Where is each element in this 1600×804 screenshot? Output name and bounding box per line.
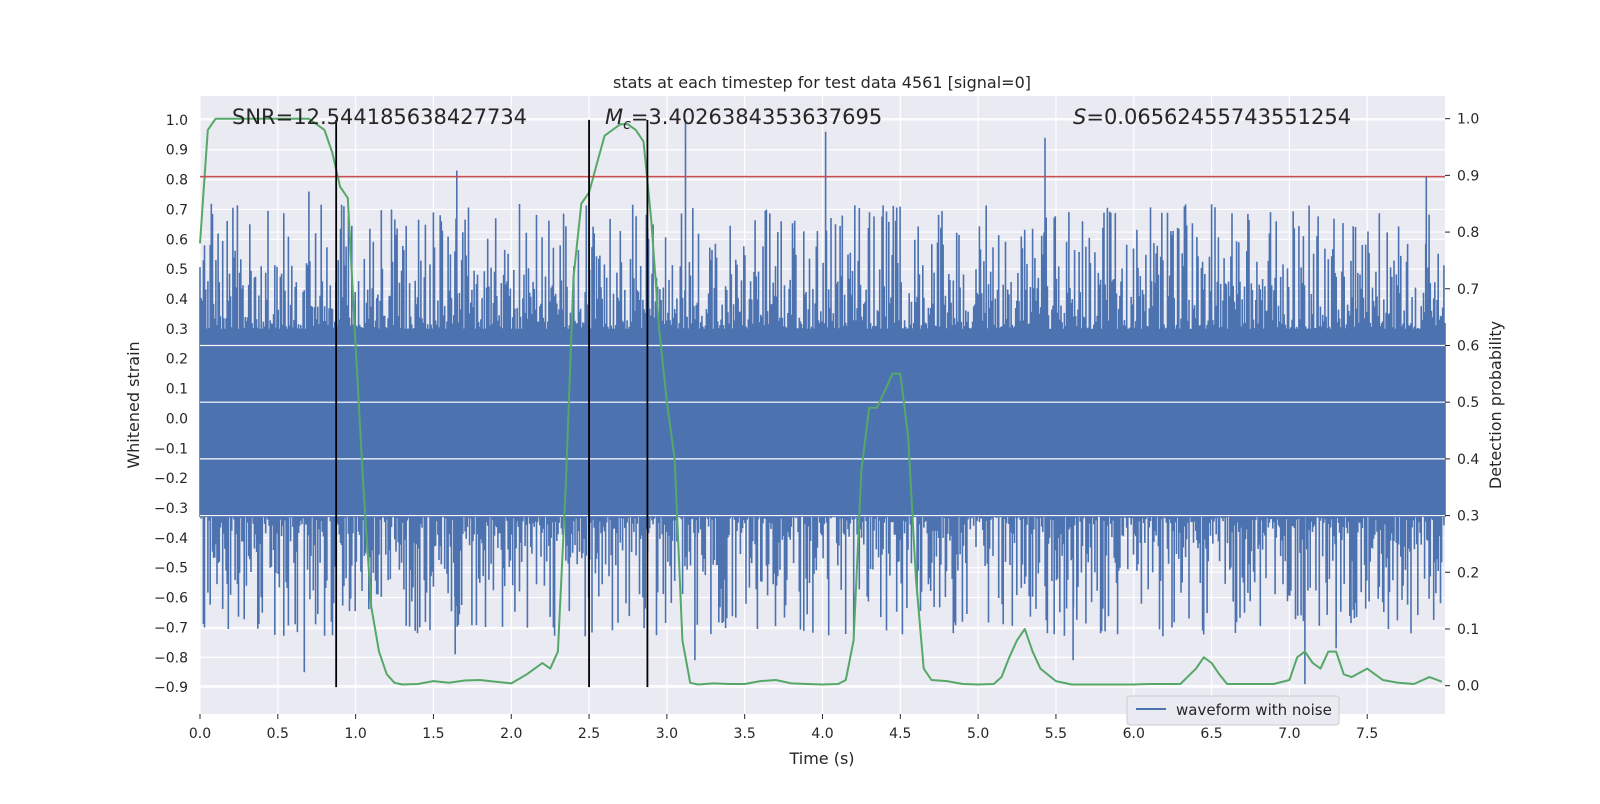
x-tick-label: 7.5 — [1356, 726, 1378, 742]
x-tick-label: 6.0 — [1123, 726, 1145, 742]
x-tick-label: 5.0 — [967, 726, 989, 742]
statistic-annotation: S=0.06562455743551254 — [1073, 105, 1351, 129]
y-right-tick-label: 0.1 — [1457, 622, 1479, 638]
chart-title: stats at each timestep for test data 456… — [613, 73, 1031, 92]
y-left-tick-label: 0.7 — [166, 202, 188, 218]
legend-frame — [1126, 695, 1340, 726]
y-right-tick-label: 0.8 — [1457, 225, 1479, 241]
x-tick-label: 1.5 — [422, 726, 444, 742]
chirp-mass-value: =3.4026384353637695 — [631, 105, 882, 129]
detection-probability-line — [199, 117, 1443, 686]
y-right-tick-label: 0.5 — [1457, 395, 1479, 411]
y-left-tick-label: −0.8 — [154, 650, 188, 666]
statistic-value: =0.06562455743551254 — [1086, 105, 1351, 129]
x-tick-label: 0.5 — [267, 726, 289, 742]
y-left-tick-label: 0.4 — [166, 292, 188, 308]
y-right-tick-label: 1.0 — [1457, 112, 1479, 128]
legend: waveform with noise — [1126, 695, 1340, 726]
y-left-tick-label: −0.3 — [154, 501, 188, 517]
chirp-mass-symbol: M — [605, 105, 623, 129]
y-right-tick-label: 0.7 — [1457, 282, 1479, 298]
x-tick-label: 7.0 — [1278, 726, 1300, 742]
x-tick-label: 1.0 — [344, 726, 366, 742]
y-axis-left-label: Whitened strain — [124, 341, 143, 468]
x-tick-label: 0.0 — [189, 726, 211, 742]
y-left-tick-label: −0.1 — [154, 441, 188, 457]
detection-probability-series — [199, 117, 1443, 686]
x-tick-label: 3.5 — [734, 726, 756, 742]
y-right-tick-label: 0.9 — [1457, 168, 1479, 184]
y-left-tick-label: −0.7 — [154, 620, 188, 636]
y-left-tick-label: 0.2 — [166, 352, 188, 368]
waveform-series — [199, 119, 1446, 685]
snr-annotation: SNR=12.544185638427734 — [232, 105, 527, 129]
y-left-tick-label: −0.5 — [154, 561, 188, 577]
y-right-tick-label: 0.2 — [1457, 565, 1479, 581]
x-tick-label: 3.0 — [656, 726, 678, 742]
y-left-tick-label: 0.3 — [166, 322, 188, 338]
y-right-tick-label: 0.4 — [1457, 452, 1479, 468]
y-left-tick-label: −0.4 — [154, 531, 188, 547]
y-axis-right-label: Detection probability — [1486, 321, 1505, 489]
y-left-tick-label: 0.5 — [166, 262, 188, 278]
axis-layer: 0.0 0.5 1.0 1.5 2.0 2.5 3.0 3.5 4.0 4.5 5.0 5.5 6.0 6… — [154, 112, 1479, 742]
y-left-tick-label: 0.8 — [166, 173, 188, 189]
x-tick-label: 6.5 — [1200, 726, 1222, 742]
x-tick-label: 4.5 — [889, 726, 911, 742]
y-left-tick-label: 0.9 — [166, 143, 188, 159]
legend-entry: waveform with noise — [1176, 701, 1332, 719]
x-tick-label: 5.5 — [1045, 726, 1067, 742]
y-left-tick-label: −0.6 — [154, 591, 188, 607]
x-tick-label: 4.0 — [811, 726, 833, 742]
y-right-tick-label: 0.3 — [1457, 509, 1479, 525]
chirp-mass-subscript: c — [623, 117, 631, 133]
y-left-tick-label: 0.0 — [166, 411, 188, 427]
x-tick-label: 2.0 — [500, 726, 522, 742]
y-left-tick-label: 1.0 — [166, 113, 188, 129]
x-tick-label: 2.5 — [578, 726, 600, 742]
chirp-mass-annotation: Mc=3.4026384353637695 — [605, 105, 882, 133]
y-right-tick-label: 0.6 — [1457, 338, 1479, 354]
statistic-symbol: S — [1073, 105, 1086, 129]
y-left-tick-label: −0.2 — [154, 471, 188, 487]
x-axis-label: Time (s) — [788, 749, 854, 768]
y-left-tick-label: 0.6 — [166, 232, 188, 248]
y-left-tick-label: 0.1 — [166, 382, 188, 398]
y-left-tick-label: −0.9 — [154, 680, 188, 696]
waveform-with-noise-line — [199, 119, 1446, 685]
marker-layer — [200, 119, 1445, 688]
y-right-tick-label: 0.0 — [1457, 679, 1479, 695]
